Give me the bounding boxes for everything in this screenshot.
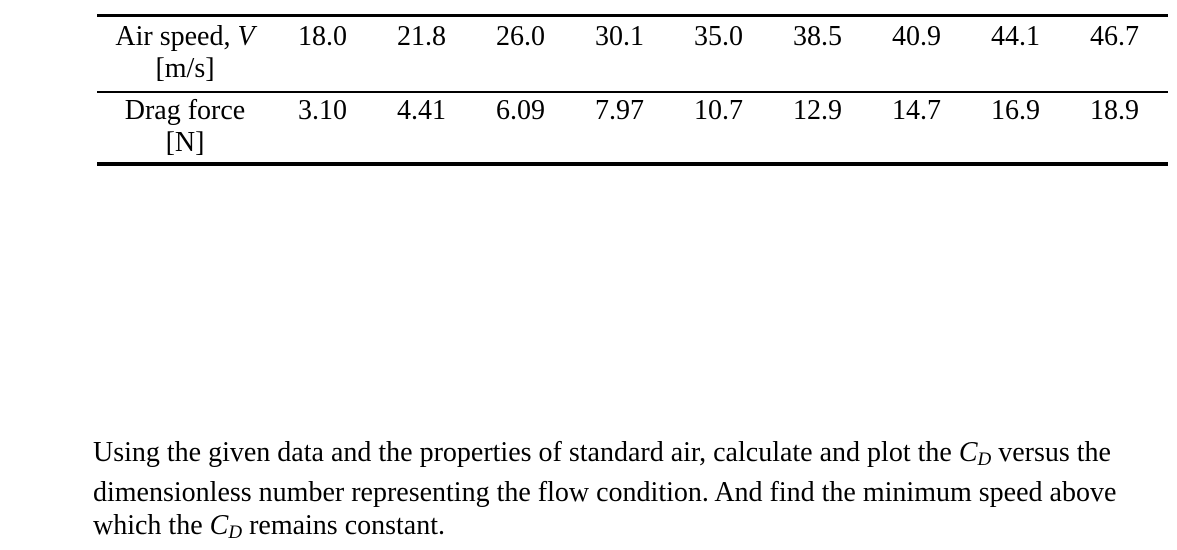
- row-header-air-speed: Air speed, V [m/s]: [97, 21, 273, 85]
- drag-coefficient-subscript: D: [977, 449, 992, 470]
- drag-force-label: Drag force: [124, 95, 246, 126]
- air-speed-unit: [m/s]: [155, 53, 215, 84]
- table-row-air-speed: Air speed, V [m/s] 18.0 21.8 26.0 30.1 3…: [97, 17, 1168, 91]
- table-cell: 18.9: [1090, 95, 1139, 126]
- problem-text-part-1: Using the given data and the properties …: [93, 437, 959, 468]
- drag-force-unit: [N]: [165, 127, 205, 158]
- table-cell: 12.9: [793, 95, 842, 126]
- table-cell: 44.1: [991, 21, 1040, 52]
- data-table: Air speed, V [m/s] 18.0 21.8 26.0 30.1 3…: [97, 14, 1168, 166]
- table-cell: 30.1: [595, 21, 644, 52]
- table-cell: 14.7: [892, 95, 941, 126]
- table-middle-rule: [97, 91, 1168, 93]
- table-cell: 40.9: [892, 21, 941, 52]
- drag-coefficient-symbol: C: [958, 437, 978, 468]
- table-cell: 26.0: [496, 21, 545, 52]
- table-cell: 3.10: [298, 95, 347, 126]
- table-cell: 16.9: [991, 95, 1040, 126]
- table-cell: 38.5: [793, 21, 842, 52]
- table-cell: 7.97: [595, 95, 644, 126]
- table-cell: 18.0: [298, 21, 347, 52]
- table-cell: 35.0: [694, 21, 743, 52]
- table-cell: 21.8: [397, 21, 446, 52]
- table-top-rule: [97, 14, 1168, 17]
- table-cell: 46.7: [1090, 21, 1139, 52]
- air-speed-symbol: V: [237, 21, 255, 52]
- air-speed-label: Air speed,: [115, 21, 238, 52]
- problem-text-part-3: remains constant.: [242, 510, 446, 541]
- problem-text-part-2: versus the dimensionless number represen…: [93, 437, 1117, 541]
- table-row-drag-force: Drag force [N] 3.10 4.41 6.09 7.97 10.7 …: [97, 93, 1168, 162]
- table-bottom-rule: [97, 162, 1168, 166]
- row-header-drag-force: Drag force [N]: [97, 95, 273, 159]
- drag-coefficient-symbol: C: [209, 510, 229, 541]
- table-cell: 6.09: [496, 95, 545, 126]
- problem-statement: Using the given data and the properties …: [93, 436, 1163, 549]
- drag-coefficient-subscript: D: [228, 522, 243, 543]
- table-cell: 4.41: [397, 95, 446, 126]
- table-cell: 10.7: [694, 95, 743, 126]
